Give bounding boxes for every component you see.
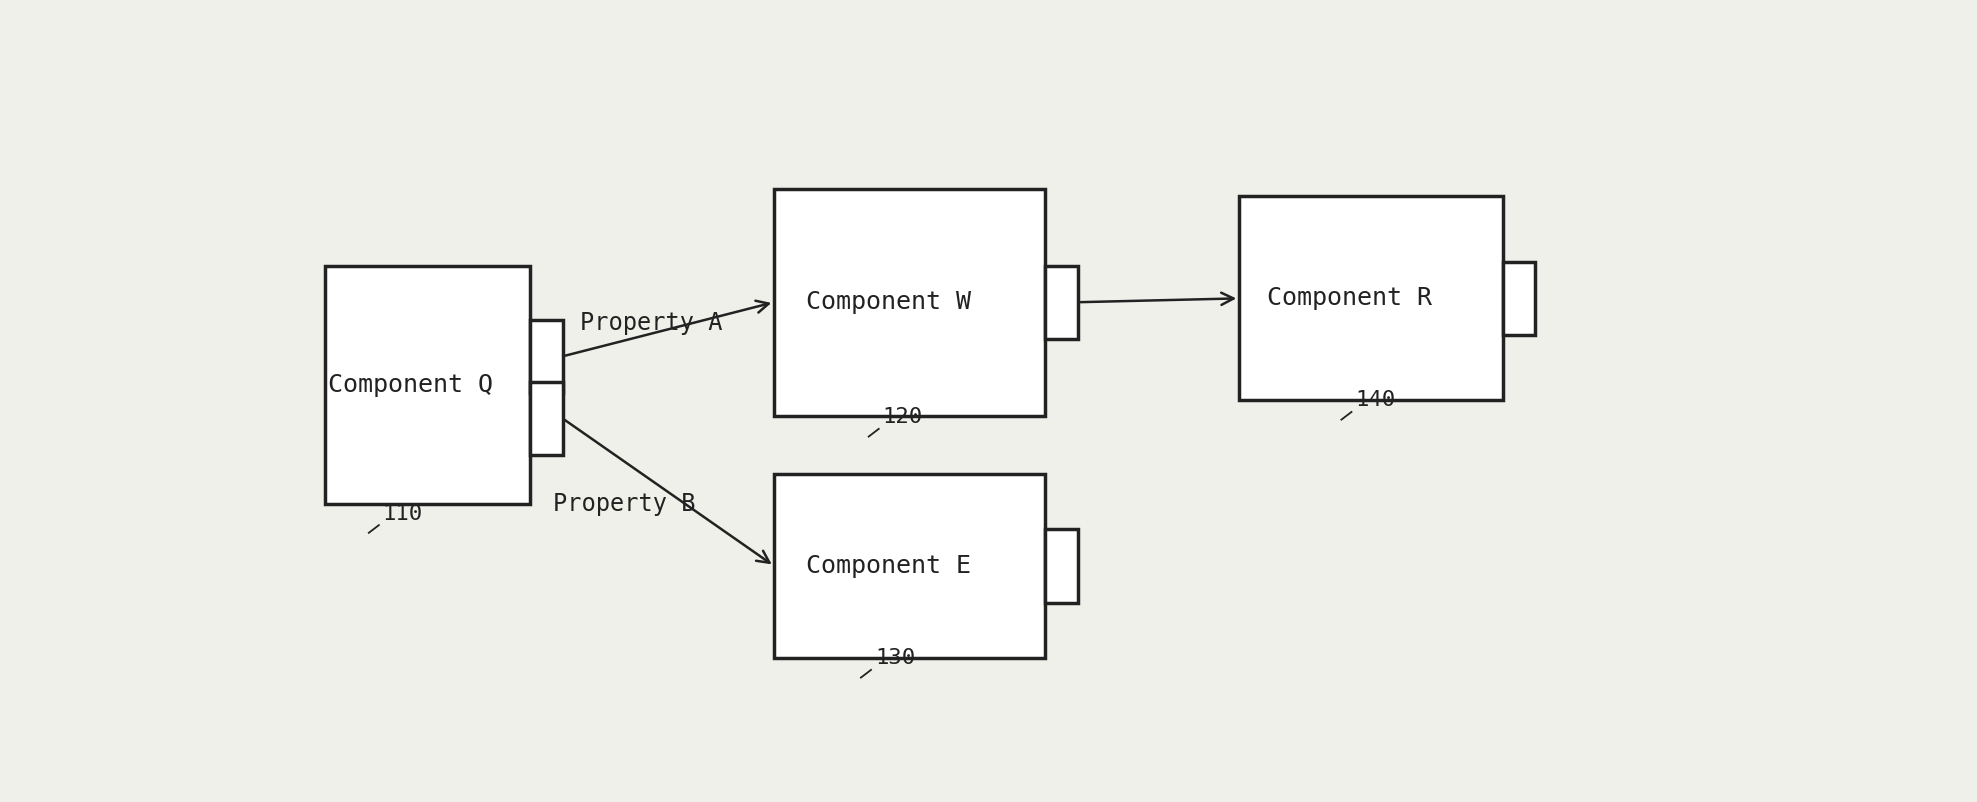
Bar [1503,261,1536,335]
Text: Component R: Component R [1267,286,1431,310]
Bar [1046,529,1077,602]
Text: Component E: Component E [805,554,971,578]
Bar [530,382,563,455]
Bar [1240,196,1503,400]
Text: Property B: Property B [554,492,696,516]
Text: Component Q: Component Q [328,373,494,397]
Text: 120: 120 [882,407,923,427]
Bar [324,265,530,504]
Bar [775,473,1046,658]
Bar [775,188,1046,415]
Text: 140: 140 [1356,391,1396,411]
Bar [530,320,563,393]
Bar [1046,265,1077,338]
Text: 110: 110 [384,504,423,524]
Text: 130: 130 [876,648,915,668]
Text: Property A: Property A [581,311,724,335]
Text: Component W: Component W [805,290,971,314]
